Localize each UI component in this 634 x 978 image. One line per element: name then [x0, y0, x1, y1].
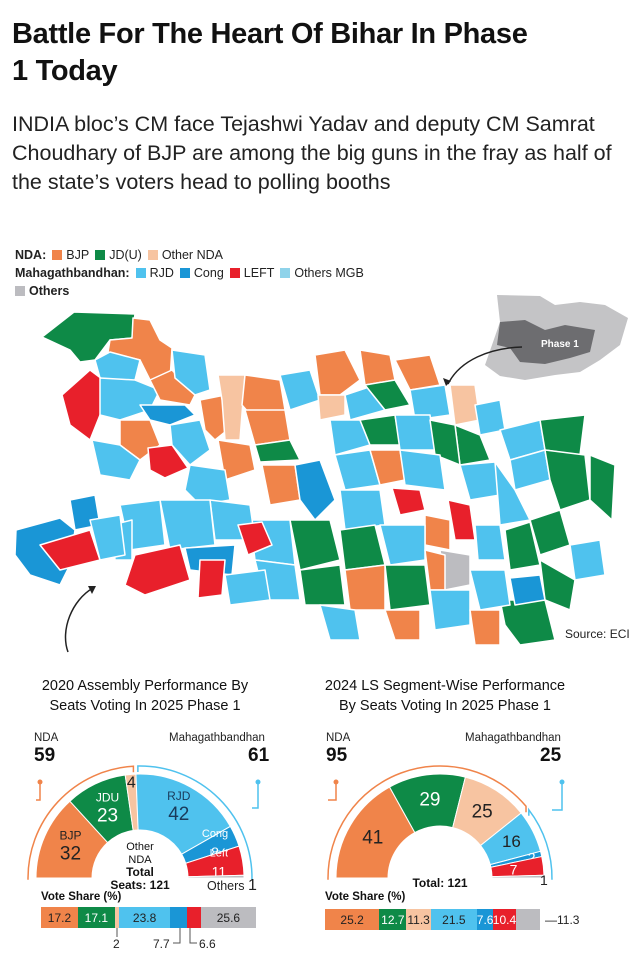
vote-share-bar-2020: 17.2 17.1 23.8 25.6 — [41, 907, 256, 928]
segment-name: BJP — [59, 828, 81, 842]
inset-arrow — [447, 346, 523, 385]
vote-share-segment-left: 10.4 — [493, 909, 516, 930]
inset-label: Phase 1 — [541, 339, 579, 350]
segment-value: 41 — [362, 827, 383, 848]
vote-share-segment-cong: 7.6 — [477, 909, 493, 930]
segment-value: 4 — [127, 774, 136, 791]
segment-name: JDU — [96, 790, 119, 804]
donut-2024: 41 29 25 16 27 Total: 121 1 — [327, 765, 565, 890]
donut-segment-others — [491, 874, 545, 879]
vs-label-other-nda: 2 — [113, 937, 120, 951]
segment-value: 42 — [168, 804, 189, 825]
legend-item-label: RJD — [149, 266, 174, 280]
legend-row-mgb: Mahagathbandhan: RJD Cong LEFT Others MGB — [15, 264, 370, 282]
segment-name: Left — [210, 848, 228, 860]
nda-bracket — [27, 765, 135, 880]
mgb-seats: 25 — [540, 745, 562, 766]
legend-group-label: Mahagathbandhan: — [15, 266, 130, 280]
legend-swatch — [179, 268, 190, 278]
legend-item-label: JD(U) — [109, 248, 142, 262]
vote-share-label: Vote Share (%) — [325, 891, 406, 903]
page-subtitle: INDIA bloc’s CM face Tejashwi Yadav and … — [12, 112, 612, 194]
mgb-bracket — [137, 765, 253, 880]
nda-seats: 95 — [326, 745, 348, 766]
vote-share-segment-others: 25.6 — [200, 907, 256, 928]
mgb-bracket — [528, 807, 553, 880]
map-regions — [14, 311, 616, 646]
legend-item-label: Other NDA — [161, 248, 223, 262]
chart-2020-title: 2020 Assembly Performance By Seats Votin… — [20, 676, 270, 716]
source-note: Source: ECI — [565, 627, 630, 641]
segment-name: RJD — [167, 789, 191, 803]
nda-seats: 59 — [34, 745, 56, 766]
mgb-seats: 61 — [248, 745, 270, 766]
segment-name: Cong — [202, 828, 228, 840]
vote-share-segment-cong — [170, 907, 187, 928]
phase1-arrow — [64, 587, 94, 653]
segment-value: 8 — [211, 844, 219, 860]
legend-swatch — [280, 268, 291, 278]
vote-share-segment-other-nda: 11.3 — [406, 909, 431, 930]
legend-item-label: Others MGB — [294, 266, 364, 280]
legend-item-label: BJP — [66, 248, 90, 262]
donut-2020: BJP32JDU234RJD42Cong8Left11OtherNDATotal… — [27, 765, 261, 890]
legend-swatch — [52, 250, 63, 260]
nda-bracket — [327, 765, 527, 880]
segment-value: 25 — [472, 801, 493, 822]
vs-label-others: —11.3 — [545, 913, 580, 927]
vs-label-cong: 7.7 — [153, 937, 170, 951]
vote-share-segment-rjd: 21.5 — [430, 909, 477, 930]
others-note: Others 1 — [207, 877, 257, 894]
center-label: Total — [126, 865, 154, 879]
segment-value: 7 — [510, 861, 518, 877]
legend-swatch — [147, 250, 158, 260]
nda-label: NDA — [326, 732, 351, 744]
title-line: Seats Voting In 2025 Phase 1 — [49, 698, 241, 714]
center-label: Seats: 121 — [110, 878, 170, 890]
mgb-label: Mahagathbandhan — [169, 732, 265, 744]
nda-label: NDA — [34, 732, 59, 744]
page-title: Battle For The Heart Of Bihar In Phase 1… — [12, 18, 528, 87]
chart-2024-title: 2024 LS Segment-Wise Performance By Seat… — [305, 676, 585, 716]
vote-share-segment-jdu: 12.7 — [379, 909, 407, 930]
title-line: 2024 LS Segment-Wise Performance — [324, 678, 566, 694]
center-label: Other — [126, 841, 154, 853]
map-legend: NDA: BJP JD(U) Other NDA Mahagathbandhan: … — [15, 246, 370, 300]
vote-share-bar-2024: 25.2 12.7 11.3 21.5 7.6 10.4 — [325, 909, 540, 930]
vote-share-segment-bjp: 25.2 — [325, 909, 380, 930]
mgb-label: Mahagathbandhan — [465, 732, 561, 744]
legend-swatch — [229, 268, 240, 278]
vote-share-segment-rjd: 23.8 — [119, 907, 171, 928]
segment-value: 29 — [419, 790, 440, 811]
others-value: 1 — [540, 872, 548, 888]
legend-swatch — [95, 250, 106, 260]
center-label: Total: 121 — [412, 876, 467, 890]
legend-swatch — [15, 286, 25, 296]
legend-row-others: Others — [15, 282, 370, 300]
vote-share-segment-left — [186, 907, 201, 928]
legend-group-label: Others — [29, 284, 70, 298]
segment-value: 23 — [97, 805, 118, 826]
vote-share-segment-other-nda — [114, 907, 120, 928]
segment-value: 16 — [502, 832, 521, 851]
vote-share-label: Vote Share (%) — [41, 891, 122, 903]
donut-segment-others — [187, 874, 245, 879]
vs-label-left: 6.6 — [199, 937, 216, 951]
legend-item-label: Cong — [193, 266, 224, 280]
legend-row-nda: NDA: BJP JD(U) Other NDA — [15, 246, 370, 264]
center-label: NDA — [128, 854, 152, 866]
vote-share-segment-others — [515, 909, 540, 930]
legend-item-label: LEFT — [243, 266, 275, 280]
phase1-inset-map: Phase 1 — [485, 295, 628, 380]
legend-group-label: NDA: — [15, 248, 47, 262]
segment-value: 32 — [60, 843, 81, 864]
bihar-constituency-map: Phase 1 — [14, 295, 628, 653]
vote-share-segment-bjp: 17.2 — [41, 907, 78, 928]
vote-share-segment-jdu: 17.1 — [77, 907, 115, 928]
segment-value: 2 — [528, 850, 536, 866]
legend-swatch — [135, 268, 146, 278]
vs-leaders — [116, 928, 197, 944]
title-line: By Seats Voting In 2025 Phase 1 — [338, 698, 551, 714]
title-line: 2020 Assembly Performance By — [41, 678, 249, 694]
